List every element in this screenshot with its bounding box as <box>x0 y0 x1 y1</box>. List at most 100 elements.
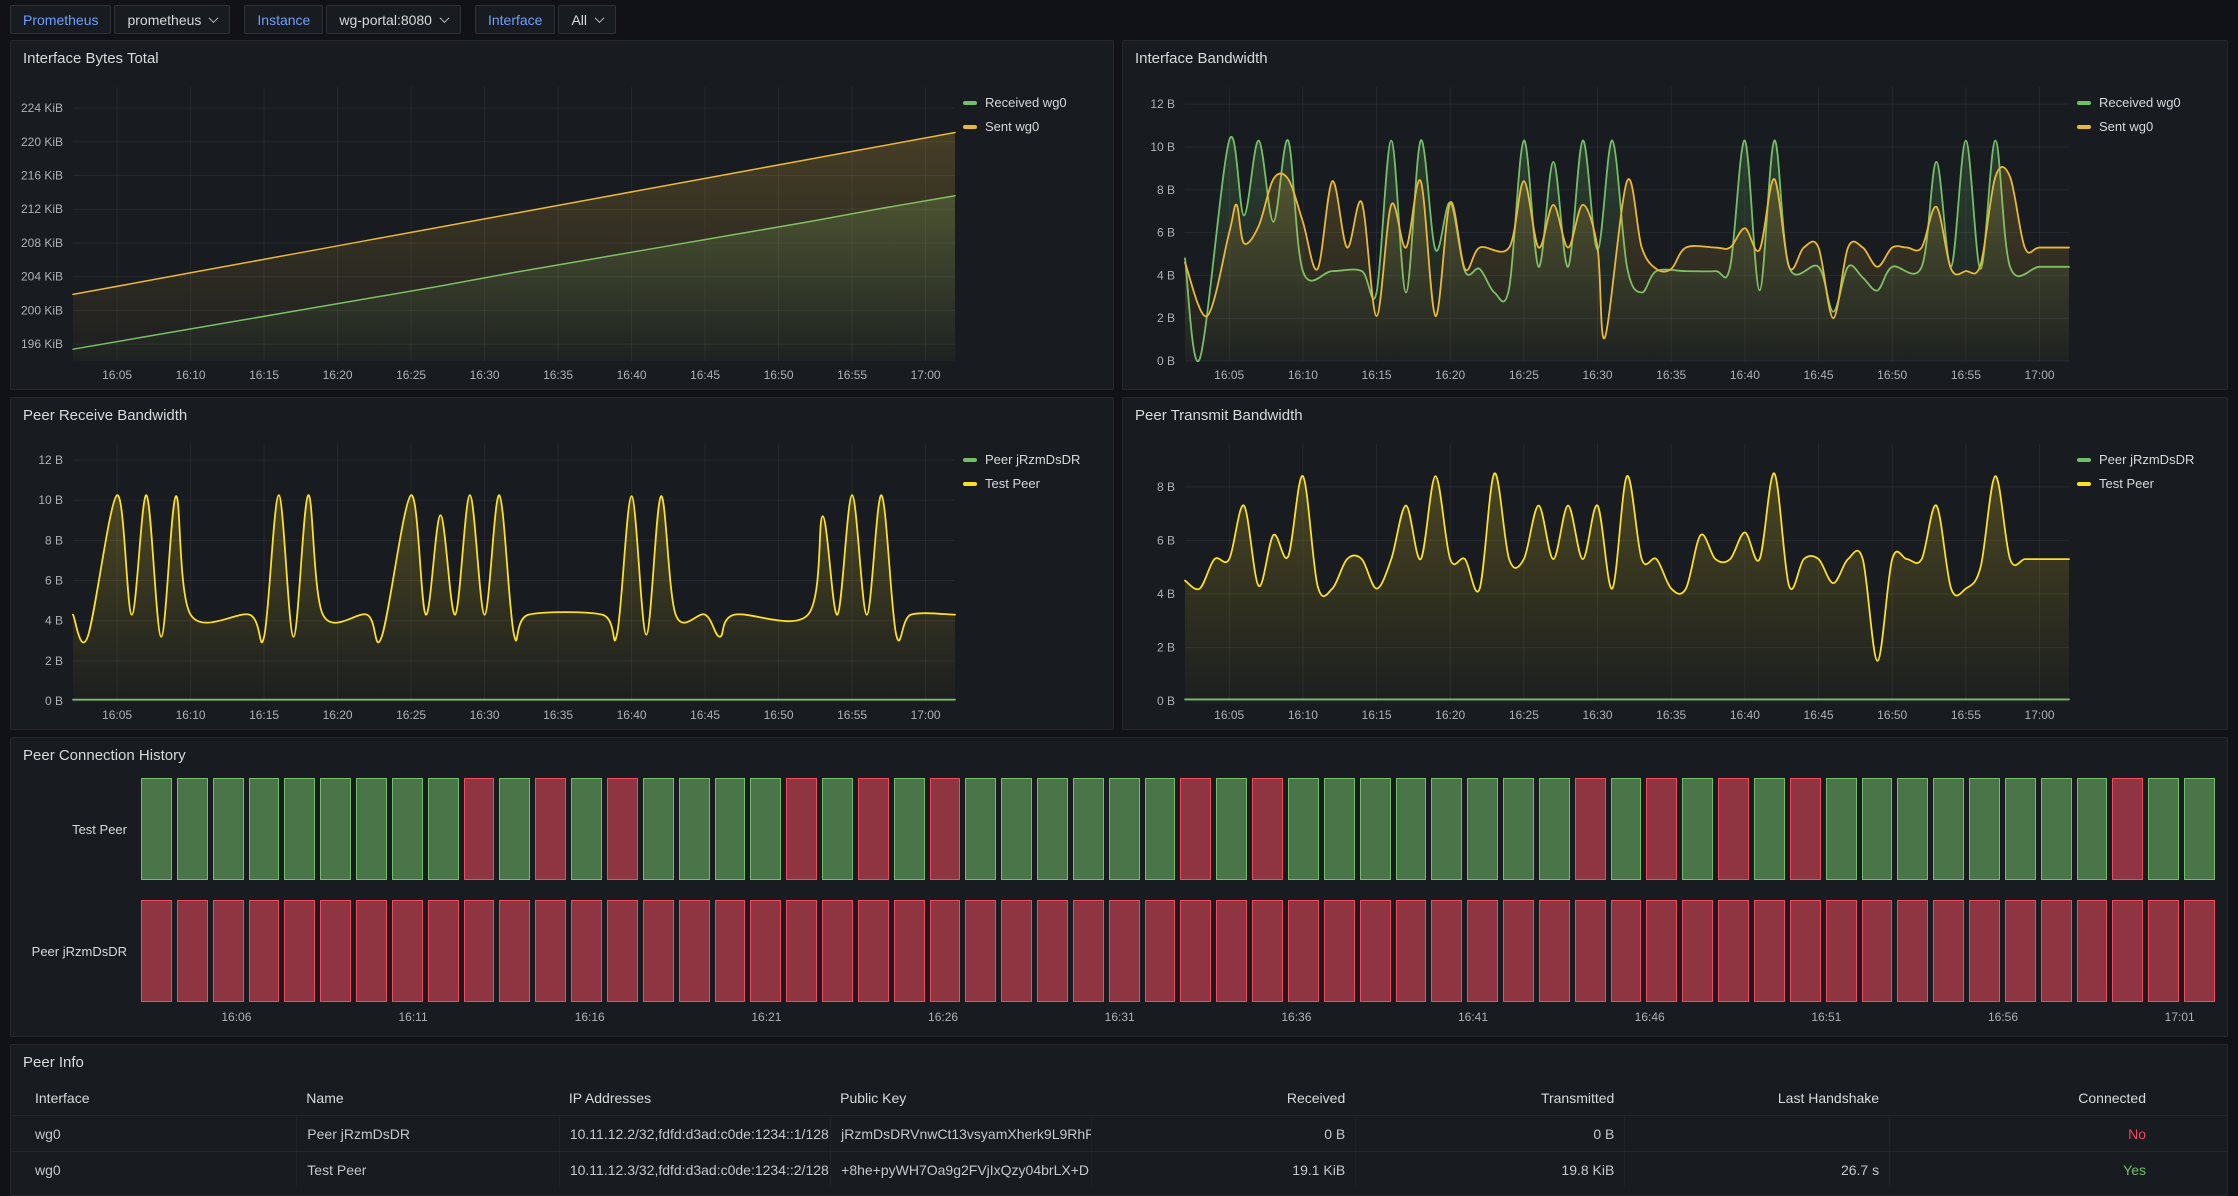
y-axis-tick-label: 10 B <box>38 493 63 507</box>
timeline-state-bar-disconnected <box>1073 900 1104 1002</box>
timeline-state-bar-disconnected <box>1646 900 1677 1002</box>
column-header-name[interactable]: Name <box>296 1081 559 1115</box>
timeline-state-bar-connected <box>428 778 459 880</box>
x-axis-tick-label: 16:40 <box>1730 708 1760 722</box>
chevron-down-icon <box>440 13 450 23</box>
timeline-row-peer-jrzmdsdr: Peer jRzmDsDR <box>11 900 2215 1002</box>
timeline-state-bar-disconnected <box>1180 778 1211 880</box>
timeline-state-bar-disconnected <box>1467 900 1498 1002</box>
legend-item-test-peer[interactable]: Test Peer <box>963 476 1113 491</box>
timeline-state-bar-disconnected <box>750 900 781 1002</box>
chevron-down-icon <box>209 13 219 23</box>
timeline-state-bar-disconnected <box>1897 900 1928 1002</box>
panel-title[interactable]: Interface Bandwidth <box>1123 41 2227 67</box>
x-axis-tick-label: 16:20 <box>1435 708 1465 722</box>
legend-item-received-wg0[interactable]: Received wg0 <box>963 95 1113 110</box>
timeline-state-bar-disconnected <box>679 900 710 1002</box>
table-cell-name: Peer jRzmDsDR <box>296 1116 559 1151</box>
timeline-state-bar-disconnected <box>643 900 674 1002</box>
timeline-state-bar-disconnected <box>177 900 208 1002</box>
timeline-state-bar-disconnected <box>1790 900 1821 1002</box>
x-axis-tick-label: 16:31 <box>1105 1010 1135 1024</box>
legend-item-sent-wg0[interactable]: Sent wg0 <box>963 119 1113 134</box>
y-axis-tick-label: 6 B <box>1157 226 1175 240</box>
timeline-state-bar-disconnected <box>499 900 530 1002</box>
timeline-state-bar-connected <box>1037 778 1068 880</box>
legend-item-received-wg0[interactable]: Received wg0 <box>2077 95 2227 110</box>
column-header-interface[interactable]: Interface <box>25 1081 296 1115</box>
panel-title[interactable]: Peer Receive Bandwidth <box>11 398 1113 424</box>
timeline-state-bar-disconnected <box>356 900 387 1002</box>
x-axis-tick-label: 16:20 <box>323 708 353 722</box>
legend-series-color-marker <box>2077 125 2091 129</box>
timeline-state-bar-disconnected <box>1324 900 1355 1002</box>
timeline-state-bar-disconnected <box>2077 900 2108 1002</box>
column-header-last-handshake[interactable]: Last Handshake <box>1624 1081 1889 1115</box>
variable-label-prometheus: Prometheus <box>10 5 111 34</box>
dashboard-variables-toolbar: Prometheus prometheus Instance wg-portal… <box>10 5 616 35</box>
table-cell-transmitted: 19.8 KiB <box>1355 1152 1624 1187</box>
column-header-transmitted[interactable]: Transmitted <box>1355 1081 1624 1115</box>
x-axis-tick-label: 16:26 <box>928 1010 958 1024</box>
panel-title[interactable]: Peer Transmit Bandwidth <box>1123 398 2227 424</box>
timeline-state-bar-connected <box>1073 778 1104 880</box>
table-cell-transmitted: 0 B <box>1355 1116 1624 1151</box>
table-cell-connected: Yes <box>1889 1152 2156 1187</box>
timeline-state-bar-disconnected <box>1826 900 1857 1002</box>
x-axis-tick-label: 16:45 <box>690 368 720 382</box>
variable-value-interface-dropdown[interactable]: All <box>558 5 616 34</box>
column-header-ip-addresses[interactable]: IP Addresses <box>559 1081 830 1115</box>
timeline-row-label: Peer jRzmDsDR <box>11 900 141 1002</box>
panel-title[interactable]: Interface Bytes Total <box>11 41 1113 67</box>
timeline-state-bar-disconnected <box>1539 900 1570 1002</box>
timeline-state-bar-disconnected <box>822 900 853 1002</box>
timeline-state-bar-connected <box>571 778 602 880</box>
x-axis-tick-label: 16:55 <box>1951 368 1981 382</box>
y-axis-tick-label: 12 B <box>1150 97 1175 111</box>
y-axis-tick-label: 4 B <box>1157 268 1175 282</box>
timeline-state-bar-connected <box>2184 778 2215 880</box>
panel-title[interactable]: Peer Info <box>11 1045 2227 1071</box>
timeline-state-bar-connected <box>2041 778 2072 880</box>
timeline-state-bar-disconnected <box>1611 900 1642 1002</box>
x-axis-tick-label: 16:30 <box>1583 368 1613 382</box>
legend-series-label: Test Peer <box>2099 476 2154 491</box>
table-header-row: InterfaceNameIP AddressesPublic KeyRecei… <box>11 1081 2227 1115</box>
legend-series-color-marker <box>963 482 977 486</box>
variable-label-interface: Interface <box>475 5 555 34</box>
x-axis-tick-label: 16:45 <box>1804 368 1834 382</box>
column-header-received[interactable]: Received <box>1091 1081 1356 1115</box>
legend-item-sent-wg0[interactable]: Sent wg0 <box>2077 119 2227 134</box>
timeline-state-bar-disconnected <box>1001 900 1032 1002</box>
x-axis-tick-label: 16:50 <box>1877 368 1907 382</box>
legend-item-test-peer[interactable]: Test Peer <box>2077 476 2227 491</box>
variable-label-instance: Instance <box>244 5 323 34</box>
x-axis-tick-label: 16:30 <box>1583 708 1613 722</box>
timeline-state-bar-disconnected <box>1754 900 1785 1002</box>
y-axis-tick-label: 6 B <box>45 574 63 588</box>
legend-item-peer-jrzmdsdr[interactable]: Peer jRzmDsDR <box>2077 452 2227 467</box>
timeline-state-bar-disconnected <box>1575 900 1606 1002</box>
timeline-state-bar-connected <box>213 778 244 880</box>
column-header-connected[interactable]: Connected <box>1889 1081 2156 1115</box>
timeline-state-bar-disconnected <box>1575 778 1606 880</box>
table-cell-ip-addresses: 10.11.12.3/32,fdfd:d3ad:c0de:1234::2/128 <box>559 1152 830 1187</box>
x-axis-tick-label: 16:05 <box>1214 708 1244 722</box>
x-axis-tick-label: 17:00 <box>2025 708 2055 722</box>
timeline-state-bar-connected <box>1145 778 1176 880</box>
legend-item-peer-jrzmdsdr[interactable]: Peer jRzmDsDR <box>963 452 1113 467</box>
x-axis-tick-label: 16:10 <box>176 368 206 382</box>
timeline-state-bar-disconnected <box>284 900 315 1002</box>
panel-title[interactable]: Peer Connection History <box>11 738 2227 764</box>
column-header-public-key[interactable]: Public Key <box>830 1081 1090 1115</box>
legend-series-color-marker <box>2077 482 2091 486</box>
timeline-state-bar-connected <box>141 778 172 880</box>
timeline-state-bar-connected <box>177 778 208 880</box>
timeline-state-bar-disconnected <box>1180 900 1211 1002</box>
timeline-state-bar-disconnected <box>1288 900 1319 1002</box>
legend-series-label: Received wg0 <box>2099 95 2181 110</box>
variable-value-instance-dropdown[interactable]: wg-portal:8080 <box>326 5 461 34</box>
timeline-bars <box>141 778 2215 880</box>
y-axis-tick-label: 2 B <box>1157 640 1175 654</box>
variable-value-prometheus-dropdown[interactable]: prometheus <box>114 5 230 34</box>
